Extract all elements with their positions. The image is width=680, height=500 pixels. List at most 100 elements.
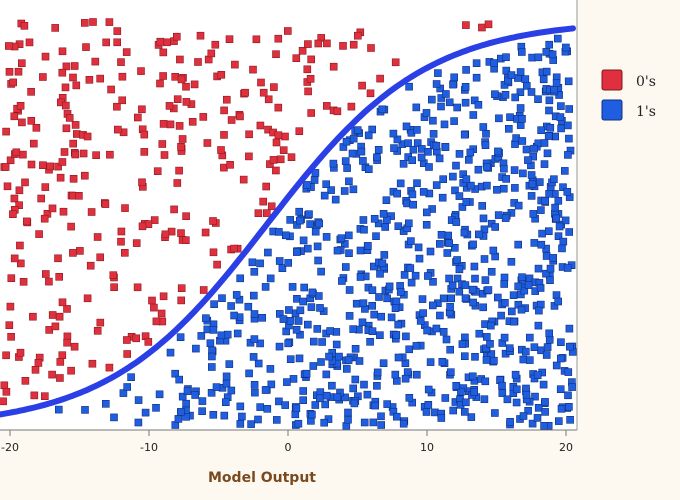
point-one: [565, 342, 574, 351]
point-one: [183, 387, 192, 396]
point-one: [54, 405, 63, 414]
point-one: [223, 330, 232, 339]
point-one: [445, 98, 454, 107]
point-zero: [478, 23, 486, 32]
point-one: [422, 221, 431, 229]
point-zero: [54, 162, 62, 171]
point-zero: [134, 113, 142, 122]
point-one: [209, 326, 218, 334]
point-one: [500, 333, 509, 342]
point-one: [528, 180, 537, 188]
point-one: [458, 340, 467, 348]
point-one: [250, 310, 259, 318]
point-zero: [175, 122, 184, 130]
point-one: [207, 388, 216, 397]
point-zero: [107, 85, 115, 94]
point-one: [541, 398, 549, 406]
point-one: [422, 109, 431, 117]
point-one: [424, 385, 433, 394]
legend-item-1: 1's: [601, 99, 656, 121]
point-one: [325, 352, 333, 361]
point-zero: [118, 72, 127, 81]
point-one: [296, 306, 305, 315]
point-zero: [61, 101, 70, 110]
point-zero: [83, 132, 92, 141]
point-zero: [51, 322, 60, 331]
point-one: [467, 413, 476, 421]
point-zero: [34, 359, 43, 367]
point-one: [350, 399, 359, 408]
point-one: [451, 186, 459, 195]
point-zero: [10, 194, 19, 203]
point-zero: [41, 270, 50, 278]
point-zero: [117, 237, 125, 246]
point-one: [422, 208, 431, 217]
point-zero: [105, 363, 114, 372]
point-one: [514, 201, 523, 210]
point-one: [285, 306, 293, 314]
point-zero: [48, 370, 56, 379]
point-one: [543, 343, 552, 351]
point-zero: [19, 277, 28, 286]
point-zero: [48, 204, 57, 213]
point-zero: [10, 254, 19, 263]
point-zero: [65, 114, 74, 122]
point-zero: [96, 318, 105, 327]
point-zero: [211, 40, 220, 49]
point-one: [449, 172, 457, 181]
point-one: [394, 353, 403, 362]
point-zero: [51, 24, 60, 32]
point-one: [419, 309, 427, 317]
point-one: [413, 179, 421, 187]
point-one: [554, 417, 563, 425]
point-one: [534, 95, 542, 103]
point-zero: [2, 387, 11, 396]
point-one: [378, 259, 387, 268]
point-one: [544, 132, 553, 140]
point-zero: [230, 244, 238, 253]
point-one: [306, 220, 314, 228]
legend-item-0: 0's: [601, 69, 656, 91]
point-one: [250, 291, 258, 300]
point-zero: [41, 183, 50, 191]
point-zero: [304, 40, 312, 48]
point-one: [202, 314, 210, 323]
point-one: [472, 59, 481, 68]
point-zero: [0, 397, 7, 406]
point-one: [443, 249, 452, 257]
point-zero: [175, 166, 183, 175]
point-one: [552, 79, 561, 87]
point-zero: [87, 208, 96, 216]
point-one: [261, 386, 270, 394]
point-one: [424, 148, 432, 156]
point-one: [373, 368, 382, 377]
point-one: [392, 412, 401, 421]
point-one: [507, 257, 516, 266]
point-zero: [37, 194, 46, 203]
point-one: [415, 254, 424, 263]
point-one: [227, 386, 236, 395]
point-zero: [173, 95, 182, 103]
point-zero: [177, 75, 186, 84]
legend-swatch-1: [601, 99, 623, 121]
point-one: [379, 210, 388, 218]
point-one: [480, 395, 489, 404]
point-zero: [102, 38, 110, 47]
point-zero: [113, 27, 122, 35]
point-one: [556, 113, 565, 121]
point-zero: [19, 150, 27, 159]
point-one: [432, 142, 441, 150]
point-one: [480, 255, 489, 263]
point-zero: [27, 160, 36, 169]
point-one: [461, 281, 470, 289]
point-one: [373, 381, 381, 390]
point-zero: [203, 139, 212, 147]
point-one: [349, 134, 358, 143]
point-zero: [105, 18, 114, 26]
point-zero: [276, 155, 285, 164]
point-zero: [58, 351, 67, 360]
point-one: [266, 274, 275, 283]
point-one: [482, 344, 490, 353]
point-zero: [25, 38, 34, 47]
point-one: [344, 408, 352, 417]
